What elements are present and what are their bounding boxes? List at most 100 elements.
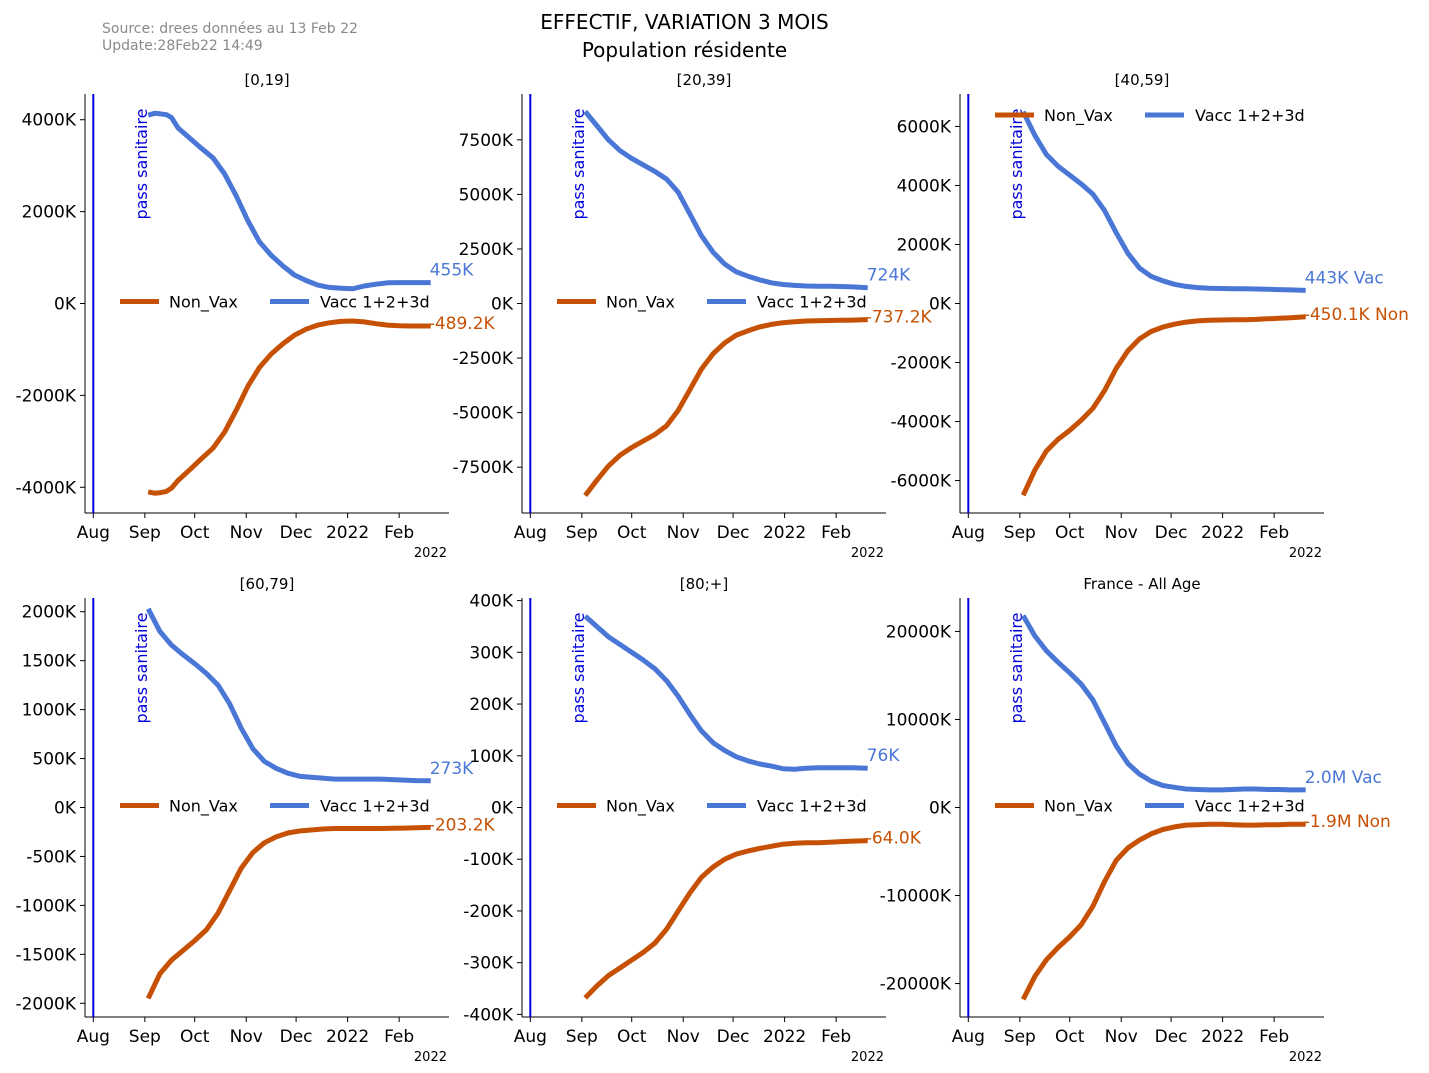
non-vax-line [1020, 314, 1306, 497]
legend-non-vax-label: Non_Vax [169, 797, 238, 817]
pass-sanitaire-label: pass sanitaire [569, 612, 588, 723]
x-tick-label: Dec [280, 523, 313, 543]
legend-non-vax-label: Non_Vax [1044, 106, 1113, 126]
x-tick-label: Aug [952, 1027, 985, 1047]
vacc-line [583, 109, 868, 291]
legend-non-vax-label: Non_Vax [606, 797, 675, 817]
y-tick-label: -5000K [452, 404, 513, 424]
y-tick-label: 7500K [459, 131, 514, 151]
x-tick-label: Feb [1259, 1027, 1289, 1047]
subplot-title: [40,59] [1115, 71, 1170, 89]
x-tick-label: 2022 [326, 523, 369, 543]
x-tick-label: Nov [667, 1027, 700, 1047]
x-tick-label: Sep [566, 1027, 598, 1047]
y-tick-label: 0K [929, 295, 952, 315]
x-tick-label: 2022 [763, 1027, 806, 1047]
x-offset-label: 2022 [414, 546, 447, 561]
pass-sanitaire-label: pass sanitaire [132, 108, 151, 219]
x-tick-label: Dec [280, 1027, 313, 1047]
non-vax-end-label: -737.2K [866, 308, 933, 328]
x-tick-label: Oct [1055, 523, 1085, 543]
vacc-line [1021, 614, 1306, 793]
x-tick-label: Dec [717, 1027, 750, 1047]
pass-sanitaire-label: pass sanitaire [1007, 108, 1026, 219]
x-tick-label: Sep [1004, 1027, 1036, 1047]
source-text: Source: drees données au 13 Feb 22 [102, 21, 358, 37]
y-tick-label: 2000K [22, 203, 77, 223]
non-vax-end-label: -489.2K [429, 314, 496, 334]
legend: Non_Vax Vacc 1+2+3d [120, 797, 430, 817]
y-tick-label: 0K [491, 295, 514, 315]
legend-vacc-label: Vacc 1+2+3d [757, 797, 867, 816]
y-tick-label: -10000K [880, 887, 952, 907]
x-tick-label: Feb [821, 1027, 851, 1047]
y-tick-label: 1000K [22, 701, 77, 721]
x-tick-label: Nov [230, 523, 263, 543]
legend: Non_Vax Vacc 1+2+3d [995, 106, 1305, 126]
y-tick-label: 500K [32, 750, 76, 770]
legend-vacc-label: Vacc 1+2+3d [1195, 797, 1305, 816]
y-tick-label: 0K [929, 799, 952, 819]
non-vax-line [147, 318, 431, 496]
x-tick-label: 2022 [1201, 523, 1244, 543]
subplot-title: [20,39] [677, 71, 732, 89]
y-tick-label: 10000K [886, 710, 952, 730]
y-tick-label: -2000K [15, 994, 76, 1014]
x-tick-label: Aug [952, 523, 985, 543]
vacc-end-label: 2.0M Vac [1305, 768, 1382, 788]
legend-non-vax-label: Non_Vax [606, 293, 675, 313]
non-vax-end-label: -1.9M Non [1304, 812, 1391, 832]
y-tick-label: 0K [54, 799, 77, 819]
title-line-1: EFFECTIF, VARIATION 3 MOIS [540, 10, 829, 34]
x-tick-label: Oct [180, 1027, 210, 1047]
x-tick-label: Oct [1055, 1027, 1085, 1047]
non-vax-end-label: -203.2K [429, 815, 496, 835]
legend-non-vax-label: Non_Vax [169, 293, 238, 313]
y-tick-label: -2000K [890, 354, 951, 374]
y-tick-label: -7500K [452, 458, 513, 478]
x-tick-label: Aug [514, 1027, 547, 1047]
x-tick-label: Aug [77, 523, 110, 543]
y-tick-label: 1500K [22, 652, 77, 672]
pass-sanitaire-label: pass sanitaire [1007, 612, 1026, 723]
y-tick-label: -6000K [890, 472, 951, 492]
x-tick-label: Oct [617, 1027, 647, 1047]
subplot-title: [0,19] [244, 71, 289, 89]
x-tick-label: 2022 [763, 523, 806, 543]
x-tick-label: 2022 [326, 1027, 369, 1047]
x-tick-label: Aug [514, 523, 547, 543]
y-tick-label: 0K [54, 295, 77, 315]
x-tick-label: Dec [717, 523, 750, 543]
x-tick-label: Dec [1155, 1027, 1188, 1047]
subplot-title: [60,79] [240, 575, 295, 593]
y-tick-label: -20000K [880, 975, 952, 995]
x-tick-label: Sep [129, 1027, 161, 1047]
y-tick-label: 400K [469, 592, 513, 612]
x-tick-label: Oct [180, 523, 210, 543]
non-vax-line [1020, 821, 1306, 1001]
x-tick-label: Feb [384, 523, 414, 543]
pass-sanitaire-label: pass sanitaire [569, 108, 588, 219]
y-tick-label: 200K [469, 695, 513, 715]
subplot-5: [80;+] -400K -300K -200K -100K 0K 100K 200K 300K… [463, 575, 921, 1065]
y-tick-label: 6000K [897, 117, 952, 137]
y-tick-label: -1000K [15, 896, 76, 916]
x-offset-label: 2022 [1289, 1050, 1322, 1065]
legend-vacc-label: Vacc 1+2+3d [320, 797, 430, 816]
title-line-2: Population résidente [581, 38, 788, 62]
vacc-end-label: 724K [867, 266, 911, 286]
subplot-4: [60,79] -2000K -1500K -1000K -500K 0K 500K 1000… [15, 575, 495, 1065]
update-text: Update:28Feb22 14:49 [102, 38, 263, 54]
legend-vacc-label: Vacc 1+2+3d [757, 293, 867, 312]
y-tick-label: 4000K [897, 176, 952, 196]
x-offset-label: 2022 [1289, 546, 1322, 561]
y-tick-label: 100K [469, 747, 513, 767]
x-tick-label: Nov [667, 523, 700, 543]
legend: Non_Vax Vacc 1+2+3d [557, 797, 867, 817]
legend-vacc-label: Vacc 1+2+3d [320, 293, 430, 312]
y-tick-label: -300K [463, 954, 514, 974]
y-tick-label: -100K [463, 850, 514, 870]
y-tick-label: -200K [463, 902, 514, 922]
subplot-6: France - All Age -20000K -10000K 0K 10000K 20… [880, 575, 1391, 1065]
